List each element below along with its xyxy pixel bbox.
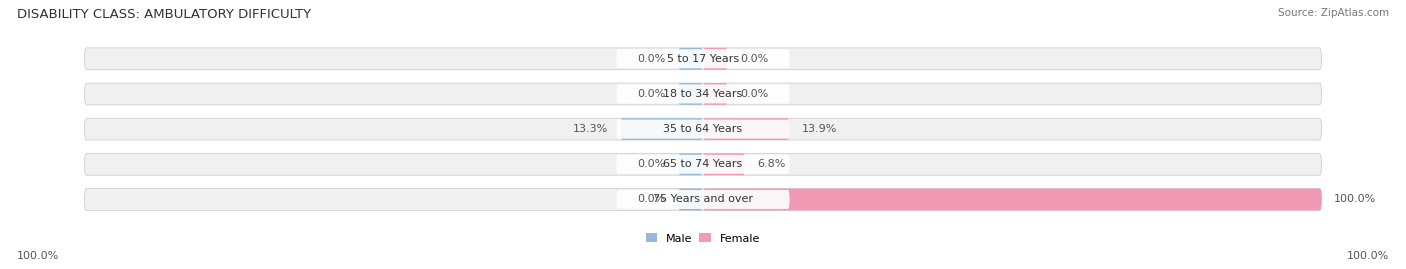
FancyBboxPatch shape	[620, 118, 703, 140]
Text: 100.0%: 100.0%	[1347, 251, 1389, 261]
FancyBboxPatch shape	[678, 83, 703, 105]
FancyBboxPatch shape	[703, 189, 1322, 210]
Text: 65 to 74 Years: 65 to 74 Years	[664, 159, 742, 169]
FancyBboxPatch shape	[678, 48, 703, 70]
Text: 0.0%: 0.0%	[638, 194, 666, 204]
FancyBboxPatch shape	[84, 48, 1322, 70]
FancyBboxPatch shape	[84, 153, 1322, 175]
FancyBboxPatch shape	[703, 118, 789, 140]
Text: 13.3%: 13.3%	[574, 124, 609, 134]
FancyBboxPatch shape	[616, 190, 790, 209]
FancyBboxPatch shape	[616, 155, 790, 174]
FancyBboxPatch shape	[84, 118, 1322, 140]
Text: 13.9%: 13.9%	[801, 124, 837, 134]
FancyBboxPatch shape	[703, 153, 745, 175]
Text: 0.0%: 0.0%	[638, 89, 666, 99]
Text: 35 to 64 Years: 35 to 64 Years	[664, 124, 742, 134]
Text: 0.0%: 0.0%	[740, 89, 768, 99]
FancyBboxPatch shape	[703, 48, 728, 70]
Legend: Male, Female: Male, Female	[641, 229, 765, 248]
FancyBboxPatch shape	[616, 120, 790, 139]
Text: 0.0%: 0.0%	[740, 54, 768, 64]
Text: 0.0%: 0.0%	[638, 54, 666, 64]
Text: Source: ZipAtlas.com: Source: ZipAtlas.com	[1278, 8, 1389, 18]
Text: 75 Years and over: 75 Years and over	[652, 194, 754, 204]
FancyBboxPatch shape	[84, 189, 1322, 210]
Text: DISABILITY CLASS: AMBULATORY DIFFICULTY: DISABILITY CLASS: AMBULATORY DIFFICULTY	[17, 8, 311, 21]
Text: 6.8%: 6.8%	[758, 159, 786, 169]
Text: 18 to 34 Years: 18 to 34 Years	[664, 89, 742, 99]
FancyBboxPatch shape	[703, 83, 728, 105]
FancyBboxPatch shape	[616, 49, 790, 68]
FancyBboxPatch shape	[678, 153, 703, 175]
Text: 100.0%: 100.0%	[1334, 194, 1376, 204]
Text: 5 to 17 Years: 5 to 17 Years	[666, 54, 740, 64]
FancyBboxPatch shape	[678, 189, 703, 210]
FancyBboxPatch shape	[84, 83, 1322, 105]
FancyBboxPatch shape	[616, 84, 790, 104]
Text: 100.0%: 100.0%	[17, 251, 59, 261]
Text: 0.0%: 0.0%	[638, 159, 666, 169]
